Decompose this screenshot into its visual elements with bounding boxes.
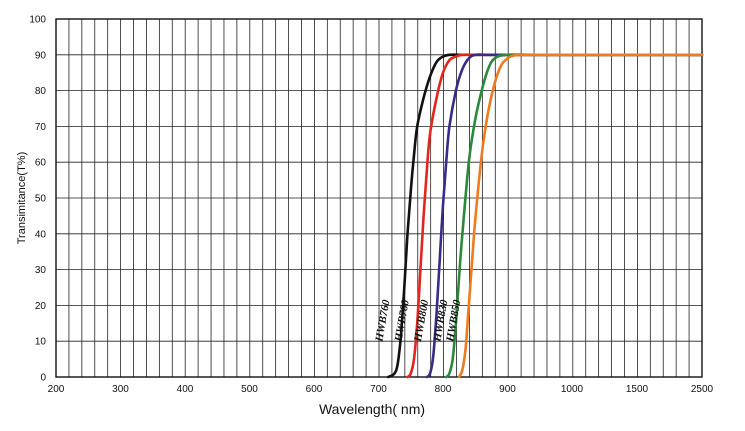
y-tick-label: 0 bbox=[40, 373, 46, 384]
x-tick-label: 300 bbox=[112, 384, 129, 395]
x-tick-label: 1500 bbox=[626, 384, 649, 395]
x-tick-label: 200 bbox=[48, 384, 65, 395]
x-tick-labels: 200 300 400 500 600 700 800 900 1000 1500 2500 bbox=[48, 384, 714, 395]
y-tick-label: 30 bbox=[35, 265, 47, 276]
x-tick-label: 900 bbox=[499, 384, 516, 395]
x-axis-title: Wavelength( nm) bbox=[319, 401, 425, 417]
x-tick-label: 2500 bbox=[691, 384, 714, 395]
x-tick-label: 800 bbox=[435, 384, 452, 395]
series-line-hwb850 bbox=[457, 53, 704, 379]
y-tick-label: 70 bbox=[35, 122, 47, 133]
x-tick-label: 400 bbox=[177, 384, 194, 395]
chart-grid bbox=[56, 19, 702, 377]
y-tick-label: 20 bbox=[35, 301, 47, 312]
y-axis-title: Transimitance(T%) bbox=[16, 152, 28, 245]
y-tick-label: 50 bbox=[35, 194, 47, 205]
y-tick-label: 60 bbox=[35, 158, 47, 169]
y-tick-labels: 0 10 20 30 40 50 60 70 80 90 100 bbox=[29, 15, 46, 384]
x-tick-label: 700 bbox=[370, 384, 387, 395]
x-tick-label: 1000 bbox=[561, 384, 584, 395]
x-tick-label: 600 bbox=[306, 384, 323, 395]
plot-frame bbox=[55, 18, 703, 378]
y-tick-label: 90 bbox=[35, 50, 47, 61]
y-tick-label: 100 bbox=[29, 15, 46, 26]
y-tick-label: 40 bbox=[35, 229, 47, 240]
y-tick-label: 80 bbox=[35, 86, 47, 97]
y-tick-label: 10 bbox=[35, 337, 47, 348]
series-curves bbox=[386, 53, 704, 379]
x-tick-label: 500 bbox=[241, 384, 258, 395]
